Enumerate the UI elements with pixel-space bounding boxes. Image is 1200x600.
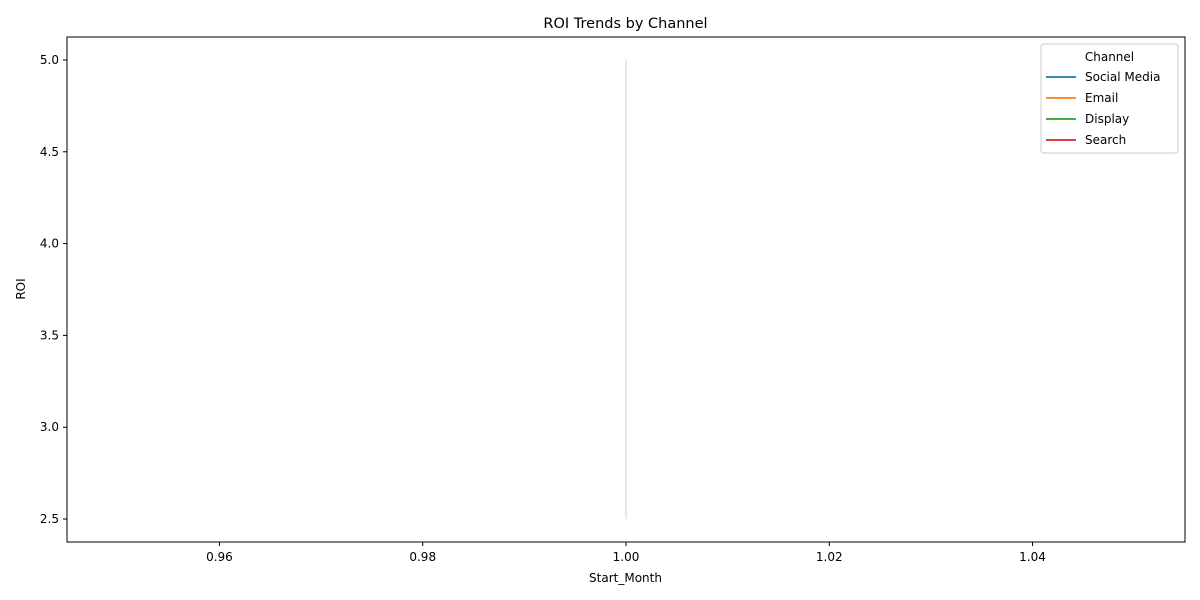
legend-box (1040, 43, 1179, 154)
y-tick-label: 4.0 (40, 237, 59, 251)
x-tick-label: 1.00 (613, 550, 640, 564)
legend-items: Social Media Email Display Search (1046, 70, 1160, 147)
y-tick-label: 3.5 (40, 328, 59, 342)
legend-label-display: Display (1085, 112, 1129, 126)
x-axis: 0.96 0.98 1.00 1.02 1.04 (206, 542, 1046, 564)
x-axis-label: Start_Month (589, 571, 662, 585)
y-tick-label: 4.5 (40, 145, 59, 159)
y-tick-label: 2.5 (40, 512, 59, 526)
x-tick-label: 0.96 (206, 550, 233, 564)
legend-title: Channel (1085, 50, 1134, 64)
legend: Channel Social Media Email Display Search (1040, 43, 1179, 154)
x-tick-label: 1.04 (1019, 550, 1046, 564)
chart-title: ROI Trends by Channel (543, 16, 707, 32)
y-axis: 2.5 3.0 3.5 4.0 4.5 5.0 (40, 53, 67, 526)
x-tick-label: 0.98 (409, 550, 436, 564)
y-tick-label: 5.0 (40, 53, 59, 67)
legend-label-search: Search (1085, 133, 1126, 147)
x-tick-label: 1.02 (816, 550, 843, 564)
y-axis-label: ROI (14, 278, 28, 299)
y-tick-label: 3.0 (40, 420, 59, 434)
legend-label-email: Email (1085, 91, 1118, 105)
legend-label-social-media: Social Media (1085, 70, 1160, 84)
